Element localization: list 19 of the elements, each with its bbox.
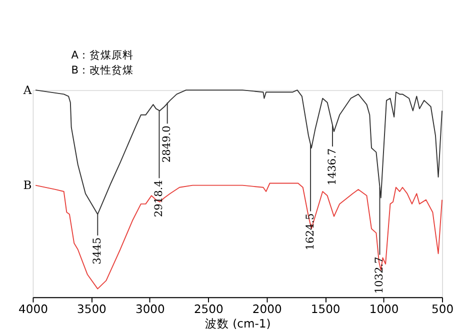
annotation: 1624.5 [304, 213, 316, 250]
x-tick-label: 1500 [310, 302, 340, 316]
annotation: 2918.4 [153, 180, 166, 218]
series-label: B [23, 178, 32, 192]
text: A：贫煤原料 [71, 48, 134, 62]
x-tick-label: 4000 [18, 302, 48, 316]
annotation: 1032.7 [374, 256, 386, 294]
x-tick-label: 2500 [194, 302, 224, 316]
annotation: 3445 [92, 237, 104, 264]
series-label: A [22, 82, 32, 97]
text: B：改性贫煤 [71, 64, 134, 77]
x-tick-label: 500 [431, 302, 454, 316]
x-tick-label: 3500 [77, 302, 106, 316]
x-tick-label: 2000 [252, 302, 282, 316]
annotation: 2849.0 [161, 125, 174, 163]
annotation: 1436.7 [326, 148, 338, 186]
x-axis-title: 波数 (cm-1) [204, 316, 271, 330]
x-tick-label: 1000 [369, 302, 399, 316]
x-tick-label: 3000 [135, 302, 165, 316]
